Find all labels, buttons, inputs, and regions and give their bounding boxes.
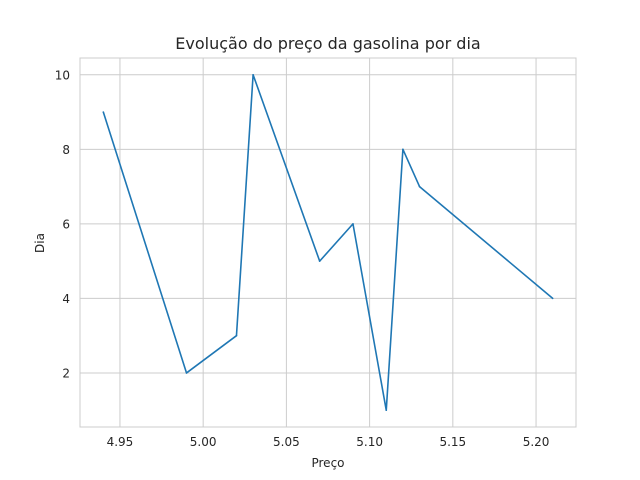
y-tick-label: 10 <box>55 68 70 82</box>
chart-title: Evolução do preço da gasolina por dia <box>175 34 480 53</box>
x-tick-label: 5.00 <box>190 435 217 449</box>
data-point <box>252 73 254 76</box>
x-tick-label: 4.95 <box>107 435 134 449</box>
x-tick-label: 5.10 <box>356 435 383 449</box>
x-tick-label: 5.15 <box>439 435 466 449</box>
data-point <box>102 111 105 113</box>
y-axis-label: Dia <box>33 233 47 253</box>
data-point <box>551 297 554 300</box>
data-point <box>402 148 404 151</box>
y-tick-label: 8 <box>62 143 70 157</box>
x-tick-label: 5.20 <box>523 435 550 449</box>
x-tick-label: 5.05 <box>273 435 300 449</box>
x-axis-label: Preço <box>311 456 344 470</box>
y-tick-labels: 2 4 6 8 10 <box>55 68 70 380</box>
y-tick-label: 2 <box>62 366 70 380</box>
y-tick-label: 6 <box>62 217 70 231</box>
data-point <box>185 372 188 374</box>
series-layer <box>102 73 554 412</box>
data-point <box>235 334 238 337</box>
series-line <box>102 73 554 412</box>
x-tick-labels: 4.95 5.00 5.05 5.10 5.15 5.20 <box>107 435 550 449</box>
plot-frame <box>79 57 577 428</box>
data-point <box>385 409 388 412</box>
y-tick-label: 4 <box>62 292 70 306</box>
data-point <box>352 223 354 225</box>
data-point <box>318 260 321 262</box>
grid <box>80 58 576 427</box>
data-point <box>418 185 421 188</box>
